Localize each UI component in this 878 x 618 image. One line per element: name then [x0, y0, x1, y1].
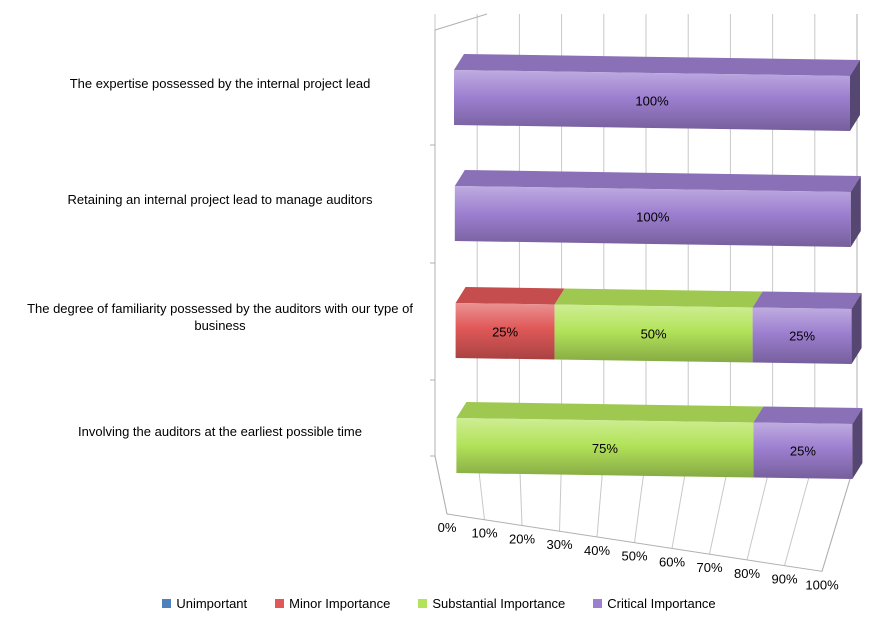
- legend-label: Unimportant: [176, 596, 248, 611]
- x-tick-label: 50%: [621, 549, 647, 564]
- x-tick-label: 0%: [438, 520, 457, 535]
- category-label: The expertise possessed by the internal …: [69, 76, 371, 91]
- bar-end-cap: [850, 59, 860, 131]
- legend-label: Critical Importance: [607, 596, 716, 611]
- bar-segment: [455, 303, 555, 360]
- bar-end-cap: [850, 175, 861, 247]
- bar-segment-top: [454, 170, 861, 192]
- legend-swatch: [162, 599, 172, 608]
- legend-item: Unimportant: [162, 596, 247, 611]
- bar-segment-top: [753, 406, 863, 424]
- data-label: 100%: [636, 209, 670, 224]
- bar-segment-top: [554, 288, 763, 308]
- data-label: 50%: [641, 326, 667, 341]
- bar-segment-top: [455, 287, 565, 305]
- bar-segment-top: [456, 402, 764, 423]
- legend-swatch: [418, 599, 428, 608]
- bar-segment-top: [454, 54, 860, 76]
- floor-edge: [434, 455, 858, 572]
- legend: Unimportant Minor Importance Substantial I…: [0, 596, 878, 611]
- bar-segment: [554, 304, 753, 363]
- legend-swatch: [275, 599, 285, 608]
- bar-segment: [454, 70, 850, 131]
- bar-end-cap: [851, 292, 862, 364]
- legend-item: Substantial Importance: [418, 596, 565, 611]
- data-label: 25%: [790, 444, 816, 459]
- bar-segment: [456, 418, 754, 478]
- x-tick-label: 70%: [696, 560, 722, 575]
- x-tick-label: 80%: [734, 566, 760, 581]
- legend-swatch: [593, 599, 603, 608]
- legend-label: Minor Importance: [289, 596, 391, 611]
- bar-segment: [752, 307, 852, 364]
- x-tick-label: 60%: [659, 554, 685, 569]
- data-label: 25%: [789, 329, 815, 344]
- x-tick-label: 100%: [805, 577, 839, 592]
- x-tick-label: 10%: [471, 526, 497, 541]
- legend-item: Critical Importance: [593, 596, 716, 611]
- bar-segment-top: [752, 291, 862, 309]
- x-tick-label: 90%: [771, 572, 797, 587]
- category-label: The degree of familiarity possessed by t…: [27, 300, 413, 333]
- bar-end-cap: [852, 407, 863, 479]
- x-tick-label: 20%: [509, 531, 535, 546]
- category-label: Involving the auditors at the earliest p…: [78, 424, 362, 439]
- category-label: Retaining an internal project lead to ma…: [67, 192, 373, 207]
- x-tick-label: 40%: [584, 543, 610, 558]
- legend-label: Substantial Importance: [432, 596, 566, 611]
- data-label: 25%: [492, 324, 518, 339]
- legend-item: Minor Importance: [275, 596, 390, 611]
- data-label: 100%: [635, 93, 669, 108]
- bar-segment: [454, 186, 851, 247]
- data-label: 75%: [592, 441, 618, 456]
- bar-segment: [753, 422, 853, 479]
- x-tick-label: 30%: [546, 537, 572, 552]
